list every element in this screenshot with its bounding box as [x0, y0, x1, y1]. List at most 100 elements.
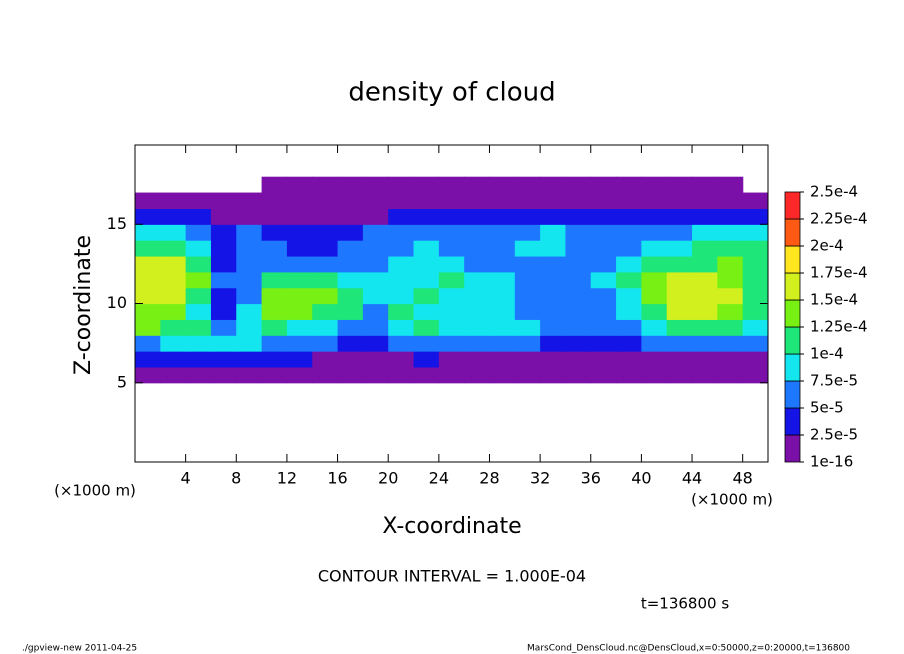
- field-cell: [717, 176, 744, 194]
- field: [135, 176, 768, 384]
- field-cell: [692, 176, 718, 194]
- x-tick-label: 4: [181, 469, 191, 488]
- field-cell: [540, 319, 567, 336]
- field-cell: [210, 192, 237, 209]
- colorbar-label: 2e-4: [810, 237, 844, 255]
- field-cell: [160, 335, 187, 352]
- field-cell: [641, 303, 668, 320]
- field-cell: [590, 271, 617, 289]
- field-cell: [489, 319, 516, 336]
- field-cell: [616, 335, 642, 352]
- field-cell: [464, 366, 491, 384]
- field-cell: [641, 287, 668, 305]
- field-cell: [616, 208, 642, 225]
- field-cell: [565, 303, 592, 320]
- field-cell: [286, 351, 313, 368]
- field-cell: [565, 287, 592, 305]
- field-cell: [236, 287, 263, 305]
- field-cell: [616, 319, 642, 336]
- field-cell: [261, 351, 288, 368]
- field-cell: [286, 176, 313, 194]
- field-cell: [540, 176, 567, 194]
- field-cell: [641, 208, 668, 225]
- field-cell: [362, 335, 389, 352]
- field-cell: [185, 224, 212, 241]
- field-cell: [514, 224, 541, 241]
- colorbar-box: [784, 434, 801, 463]
- field-cell: [717, 319, 744, 336]
- field-cell: [135, 255, 161, 273]
- field-cell: [742, 192, 768, 209]
- field-cell: [565, 224, 592, 241]
- field-cell: [717, 351, 744, 368]
- field-cell: [210, 224, 237, 241]
- field-cell: [337, 176, 364, 194]
- field-cell: [438, 192, 465, 209]
- field-cell: [590, 335, 617, 352]
- field-cell: [641, 255, 668, 273]
- field-cell: [666, 287, 693, 305]
- field-cell: [540, 208, 567, 225]
- field-cell: [514, 351, 541, 368]
- field-cell: [717, 224, 744, 241]
- field-cell: [160, 366, 187, 384]
- field-cell: [565, 366, 592, 384]
- field-cell: [413, 319, 440, 336]
- field-cell: [261, 366, 288, 384]
- colorbar-box: [784, 353, 801, 382]
- field-cell: [160, 319, 187, 336]
- field-cell: [135, 351, 161, 368]
- field-cell: [692, 224, 718, 241]
- field-cell: [717, 366, 744, 384]
- field-cell: [616, 176, 642, 194]
- field-cell: [362, 287, 389, 305]
- time-label: t=136800 s: [641, 595, 729, 613]
- field-cell: [590, 351, 617, 368]
- field-cell: [135, 192, 161, 209]
- field-cell: [489, 366, 516, 384]
- field-cell: [185, 287, 212, 305]
- field-cell: [540, 303, 567, 320]
- field-cell: [489, 192, 516, 209]
- field-cell: [692, 287, 718, 305]
- colorbar-box: [784, 191, 801, 220]
- field-cell: [286, 240, 313, 257]
- field-cell: [135, 208, 161, 225]
- field-cell: [312, 335, 339, 352]
- field-cell: [641, 240, 668, 257]
- field-cell: [641, 176, 668, 194]
- field-cell: [236, 271, 263, 289]
- field-cell: [692, 319, 718, 336]
- field-cell: [717, 335, 744, 352]
- y-axis-unit: (×1000 m): [54, 482, 136, 500]
- field-cell: [312, 176, 339, 194]
- field-cell: [438, 240, 465, 257]
- field-cell: [413, 271, 440, 289]
- field-cell: [742, 224, 768, 241]
- field-cell: [565, 192, 592, 209]
- field-cell: [742, 319, 768, 336]
- field-cell: [312, 319, 339, 336]
- field-cell: [742, 240, 768, 257]
- field-cell: [388, 303, 415, 320]
- field-cell: [236, 303, 263, 320]
- field-cell: [666, 366, 693, 384]
- colorbar-label: 1.25e-4: [810, 318, 868, 336]
- field-cell: [565, 208, 592, 225]
- x-tick-label: 40: [631, 469, 651, 488]
- field-cell: [666, 192, 693, 209]
- field-cell: [312, 255, 339, 273]
- field-cell: [514, 208, 541, 225]
- field-cell: [210, 303, 237, 320]
- field-cell: [388, 319, 415, 336]
- colorbar-label: 7.5e-5: [810, 372, 858, 390]
- field-cell: [464, 255, 491, 273]
- axes: 4 8 12 16 20 24 28 32 36 40 44 48510151e-162.5e-55e…: [107, 144, 868, 488]
- field-cell: [312, 224, 339, 241]
- field-cell: [261, 208, 288, 225]
- field-cell: [362, 271, 389, 289]
- field-cell: [590, 176, 617, 194]
- field-cell: [185, 192, 212, 209]
- field-cell: [286, 287, 313, 305]
- field-cell: [362, 208, 389, 225]
